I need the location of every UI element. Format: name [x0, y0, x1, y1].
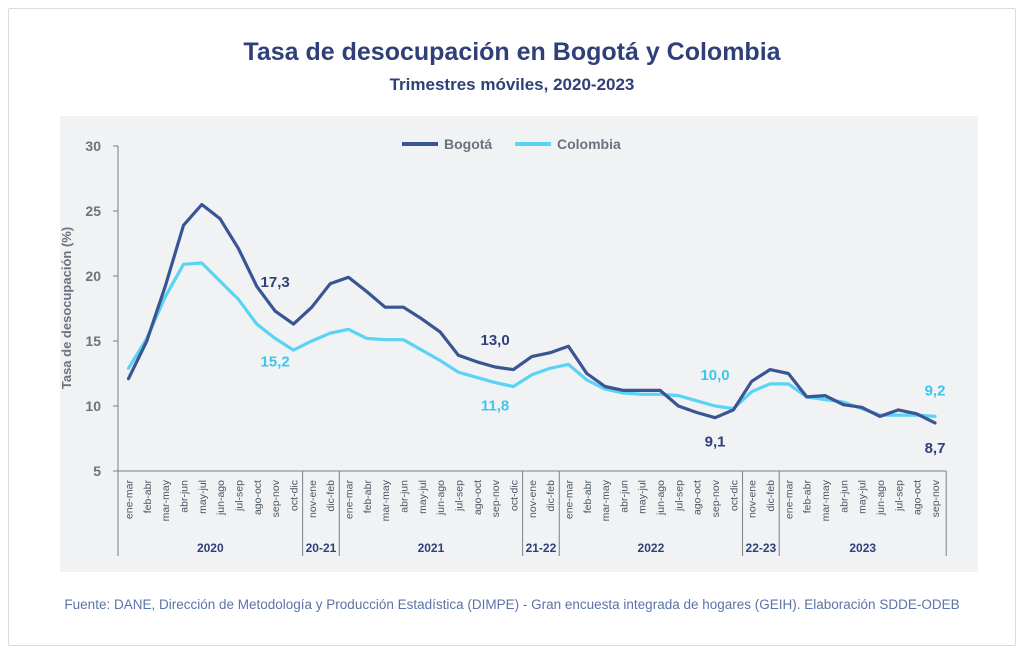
- y-axis-label: Tasa de desocupación (%): [59, 227, 74, 389]
- x-tick-label: may-jul: [197, 480, 209, 514]
- x-tick-label: abr-jun: [618, 480, 630, 513]
- x-tick-label: feb-abr: [362, 480, 374, 514]
- x-tick-label: sep-nov: [490, 479, 502, 517]
- y-tick-label: 5: [93, 463, 101, 479]
- y-tick-label: 15: [85, 333, 101, 349]
- x-tick-labels: ene-mar feb-abr mar-may abr-jun may-jul jun-a…: [124, 479, 943, 521]
- plot-background: [60, 116, 978, 572]
- x-tick-label: may-jul: [417, 480, 429, 514]
- x-tick-label: may-jul: [637, 480, 649, 514]
- data-label: 13,0: [480, 332, 509, 349]
- x-tick-label: jul-sep: [233, 480, 245, 512]
- x-tick-label: sep-nov: [270, 479, 282, 517]
- year-group-label: 2021: [418, 541, 445, 555]
- x-tick-label: feb-abr: [802, 480, 814, 514]
- year-group-label: 2023: [849, 541, 876, 555]
- x-tick-label: ago-oct: [692, 480, 704, 515]
- year-group-label: 20-21: [306, 541, 337, 555]
- chart-title: Tasa de desocupación en Bogotá y Colombi…: [243, 38, 781, 66]
- data-label: 11,8: [481, 398, 509, 415]
- x-tick-label: jul-sep: [893, 480, 905, 512]
- data-label: 15,2: [261, 353, 290, 370]
- x-tick-label: nov-ene: [527, 480, 539, 518]
- x-tick-label: dic-feb: [325, 480, 337, 512]
- x-tick-label: nov-ene: [307, 480, 319, 518]
- legend-label-bogota: Bogotá: [444, 136, 492, 152]
- chart-subtitle: Trimestres móviles, 2020-2023: [389, 75, 635, 94]
- data-label: 9,1: [705, 434, 726, 451]
- data-label: 10,0: [700, 367, 729, 384]
- series-line-bogota: [126, 202, 937, 425]
- x-tick-label: feb-abr: [582, 480, 594, 514]
- x-tick-label: jun-ago: [875, 480, 887, 516]
- x-tick-label: feb-abr: [142, 480, 154, 514]
- x-tick-label: ene-mar: [563, 480, 575, 520]
- x-tick-label: ene-mar: [124, 480, 136, 520]
- y-tick-label: 20: [85, 268, 101, 284]
- x-tick-label: abr-jun: [178, 480, 190, 513]
- x-tick-label: oct-dic: [508, 480, 520, 511]
- x-tick-label: dic-feb: [765, 480, 777, 512]
- x-tick-label: nov-ene: [747, 480, 759, 518]
- series-line-colombia: [126, 261, 937, 418]
- x-tick-label: ago-oct: [472, 480, 484, 515]
- x-tick-label: mar-may: [600, 479, 612, 521]
- x-tick-label: jul-sep: [453, 480, 465, 512]
- x-tick-label: ago-oct: [912, 480, 924, 515]
- x-tick-label: ene-mar: [343, 480, 355, 520]
- x-tick-label: abr-jun: [398, 480, 410, 513]
- legend-label-colombia: Colombia: [557, 136, 621, 152]
- x-tick-label: may-jul: [857, 480, 869, 514]
- year-group-label: 22-23: [746, 541, 777, 555]
- y-tick-label: 10: [85, 398, 101, 414]
- x-tick-label: abr-jun: [838, 480, 850, 513]
- legend: Bogotá Colombia: [402, 136, 621, 152]
- x-tick-label: mar-may: [380, 479, 392, 521]
- data-label: 17,3: [261, 274, 290, 291]
- x-tick-label: jul-sep: [673, 480, 685, 512]
- x-tick-label: dic-feb: [545, 480, 557, 512]
- x-tick-label: jun-ago: [655, 480, 667, 516]
- data-label: 9,2: [925, 382, 946, 399]
- y-tick-label: 25: [85, 203, 101, 219]
- source-note: Fuente: DANE, Dirección de Metodología y…: [64, 597, 960, 612]
- data-label: 8,7: [925, 440, 946, 457]
- x-tick-label: oct-dic: [728, 480, 740, 511]
- x-tick-label: sep-nov: [930, 479, 942, 517]
- year-group-labels: 2020 20-21 2021 21-22 2022 22-23 2023: [117, 471, 947, 556]
- x-tick-label: ene-mar: [783, 480, 795, 520]
- y-tick-label: 30: [85, 138, 101, 154]
- x-tick-label: mar-may: [820, 479, 832, 521]
- x-tick-label: oct-dic: [288, 480, 300, 511]
- x-tick-label: sep-nov: [710, 479, 722, 517]
- axes: 5 10 15 20 25 30: [85, 138, 947, 479]
- year-group-label: 2022: [638, 541, 665, 555]
- x-tick-label: ago-oct: [252, 480, 264, 515]
- year-group-label: 2020: [197, 541, 224, 555]
- x-tick-label: mar-may: [160, 479, 172, 521]
- x-tick-label: jun-ago: [215, 480, 227, 516]
- series-lines: [126, 202, 937, 425]
- x-tick-label: jun-ago: [435, 480, 447, 516]
- year-group-label: 21-22: [526, 541, 557, 555]
- data-labels: 17,3 15,2 13,0 11,8 10,0 9,1 9,2 8,7: [261, 274, 946, 457]
- y-axis-label-group: Tasa de desocupación (%): [59, 227, 74, 389]
